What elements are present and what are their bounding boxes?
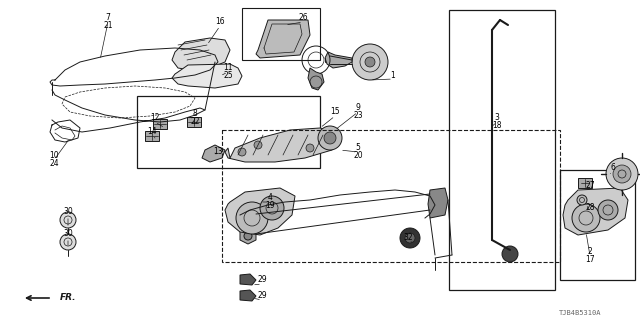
Circle shape	[598, 200, 618, 220]
Circle shape	[613, 165, 631, 183]
Polygon shape	[240, 228, 256, 244]
Text: TJB4B5310A: TJB4B5310A	[559, 310, 601, 316]
Circle shape	[238, 148, 246, 156]
Text: 14: 14	[147, 127, 157, 137]
Text: 22: 22	[190, 117, 200, 126]
Text: 19: 19	[265, 202, 275, 211]
Circle shape	[572, 204, 600, 232]
Circle shape	[405, 233, 415, 243]
Polygon shape	[225, 128, 338, 162]
Text: 20: 20	[353, 151, 363, 161]
Circle shape	[318, 126, 342, 150]
Bar	[137, 96, 320, 168]
Text: 21: 21	[103, 21, 113, 30]
Polygon shape	[172, 38, 230, 70]
Bar	[449, 10, 555, 290]
Text: 9: 9	[356, 103, 360, 113]
Bar	[222, 130, 560, 262]
Text: 7: 7	[106, 13, 111, 22]
Text: 6: 6	[611, 164, 616, 172]
Text: 29: 29	[257, 292, 267, 300]
Polygon shape	[225, 188, 295, 235]
Circle shape	[502, 246, 518, 262]
Circle shape	[260, 196, 284, 220]
Circle shape	[577, 195, 587, 205]
Polygon shape	[428, 188, 448, 218]
Text: 32: 32	[403, 234, 413, 243]
FancyBboxPatch shape	[153, 119, 167, 129]
Text: 18: 18	[492, 122, 502, 131]
Text: 5: 5	[356, 143, 360, 153]
FancyBboxPatch shape	[578, 178, 592, 188]
Circle shape	[244, 212, 252, 220]
Circle shape	[60, 234, 76, 250]
Circle shape	[306, 144, 314, 152]
Text: FR.: FR.	[60, 293, 77, 302]
Text: 23: 23	[353, 111, 363, 121]
Circle shape	[236, 202, 268, 234]
Polygon shape	[256, 20, 310, 58]
Text: 16: 16	[215, 18, 225, 27]
Circle shape	[606, 158, 638, 190]
Circle shape	[60, 212, 76, 228]
Polygon shape	[325, 52, 352, 68]
Text: 1: 1	[390, 70, 396, 79]
FancyBboxPatch shape	[187, 117, 201, 127]
Text: 30: 30	[63, 229, 73, 238]
Polygon shape	[240, 208, 256, 224]
Text: 8: 8	[193, 109, 197, 118]
Text: 2: 2	[588, 247, 593, 257]
FancyBboxPatch shape	[145, 131, 159, 141]
Text: 26: 26	[298, 13, 308, 22]
Text: 3: 3	[495, 114, 499, 123]
Text: 13: 13	[213, 148, 223, 156]
Polygon shape	[308, 68, 324, 90]
Polygon shape	[202, 145, 225, 162]
Bar	[242, 8, 320, 60]
Bar	[560, 170, 635, 280]
Polygon shape	[172, 64, 242, 88]
Circle shape	[400, 228, 420, 248]
Text: 12: 12	[150, 114, 160, 123]
Polygon shape	[240, 274, 256, 285]
Text: 25: 25	[223, 71, 233, 81]
Text: 17: 17	[585, 255, 595, 265]
Text: 11: 11	[223, 63, 233, 73]
Text: 4: 4	[268, 194, 273, 203]
Circle shape	[324, 132, 336, 144]
Polygon shape	[240, 290, 256, 301]
Text: 15: 15	[330, 108, 340, 116]
Text: 27: 27	[585, 181, 595, 190]
Circle shape	[244, 232, 252, 240]
Text: 24: 24	[49, 159, 59, 169]
Text: 28: 28	[585, 204, 595, 212]
Polygon shape	[563, 188, 628, 235]
Text: 10: 10	[49, 151, 59, 161]
Circle shape	[352, 44, 388, 80]
Text: 30: 30	[63, 207, 73, 217]
Circle shape	[254, 141, 262, 149]
Circle shape	[365, 57, 375, 67]
Text: 29: 29	[257, 276, 267, 284]
